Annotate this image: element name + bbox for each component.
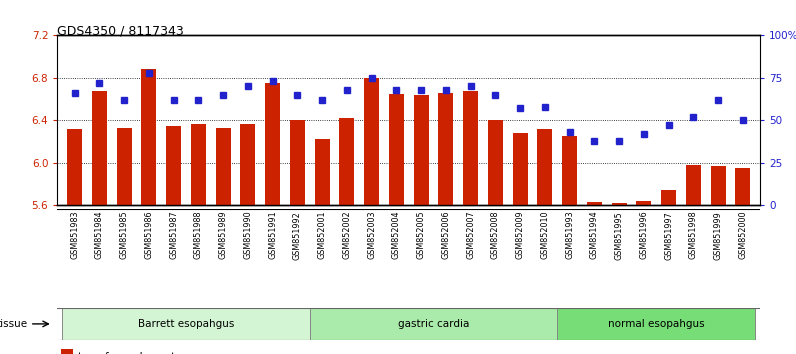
Text: GSM851996: GSM851996 xyxy=(639,211,649,259)
Text: GSM852009: GSM852009 xyxy=(516,211,525,259)
Bar xyxy=(314,139,330,205)
Bar xyxy=(166,126,181,205)
Bar xyxy=(365,78,379,205)
Bar xyxy=(637,201,651,205)
Bar xyxy=(216,128,231,205)
Bar xyxy=(711,166,725,205)
Text: GSM852005: GSM852005 xyxy=(416,211,426,259)
Text: GSM851994: GSM851994 xyxy=(590,211,599,259)
Text: GSM851998: GSM851998 xyxy=(689,211,698,259)
Bar xyxy=(513,133,528,205)
Bar xyxy=(463,91,478,205)
Text: normal esopahgus: normal esopahgus xyxy=(608,319,704,329)
Bar xyxy=(265,83,280,205)
Text: GSM851984: GSM851984 xyxy=(95,211,104,259)
Text: GSM852001: GSM852001 xyxy=(318,211,326,259)
Bar xyxy=(537,129,552,205)
Text: GSM851990: GSM851990 xyxy=(244,211,252,259)
Text: Barrett esopahgus: Barrett esopahgus xyxy=(138,319,234,329)
Text: GSM851983: GSM851983 xyxy=(70,211,79,259)
Text: GSM851986: GSM851986 xyxy=(144,211,154,259)
Bar xyxy=(488,120,503,205)
Text: GSM851989: GSM851989 xyxy=(219,211,228,259)
Bar xyxy=(339,118,354,205)
Text: GSM852008: GSM852008 xyxy=(491,211,500,259)
Bar xyxy=(587,202,602,205)
Text: GSM852002: GSM852002 xyxy=(342,211,351,259)
Text: GSM851999: GSM851999 xyxy=(713,211,723,259)
Text: GSM851992: GSM851992 xyxy=(293,211,302,259)
Text: GSM852006: GSM852006 xyxy=(441,211,451,259)
Text: GSM852003: GSM852003 xyxy=(367,211,377,259)
Text: gastric cardia: gastric cardia xyxy=(398,319,469,329)
Bar xyxy=(67,129,82,205)
Bar xyxy=(414,95,428,205)
Text: GDS4350 / 8117343: GDS4350 / 8117343 xyxy=(57,25,184,38)
Text: GSM851985: GSM851985 xyxy=(119,211,129,259)
Text: GSM851991: GSM851991 xyxy=(268,211,277,259)
Text: GSM851995: GSM851995 xyxy=(615,211,623,259)
Text: GSM851988: GSM851988 xyxy=(194,211,203,259)
Text: GSM852000: GSM852000 xyxy=(739,211,747,259)
Bar xyxy=(389,94,404,205)
Bar xyxy=(60,349,73,354)
Bar xyxy=(557,308,755,340)
Bar xyxy=(117,128,131,205)
Text: GSM852007: GSM852007 xyxy=(466,211,475,259)
Bar xyxy=(142,69,156,205)
Bar xyxy=(191,124,206,205)
Text: GSM852004: GSM852004 xyxy=(392,211,401,259)
Bar xyxy=(62,308,310,340)
Bar xyxy=(562,136,577,205)
Text: transformed count: transformed count xyxy=(78,352,176,354)
Text: GSM852010: GSM852010 xyxy=(540,211,549,259)
Text: tissue: tissue xyxy=(0,319,28,329)
Bar xyxy=(661,190,676,205)
Text: GSM851987: GSM851987 xyxy=(169,211,178,259)
Bar xyxy=(92,91,107,205)
Bar xyxy=(290,120,305,205)
Text: GSM851997: GSM851997 xyxy=(664,211,673,259)
Text: GSM851993: GSM851993 xyxy=(565,211,574,259)
Bar xyxy=(240,124,256,205)
Bar xyxy=(686,165,700,205)
Bar xyxy=(736,168,751,205)
Bar xyxy=(611,203,626,205)
Bar xyxy=(310,308,557,340)
Bar xyxy=(439,93,453,205)
